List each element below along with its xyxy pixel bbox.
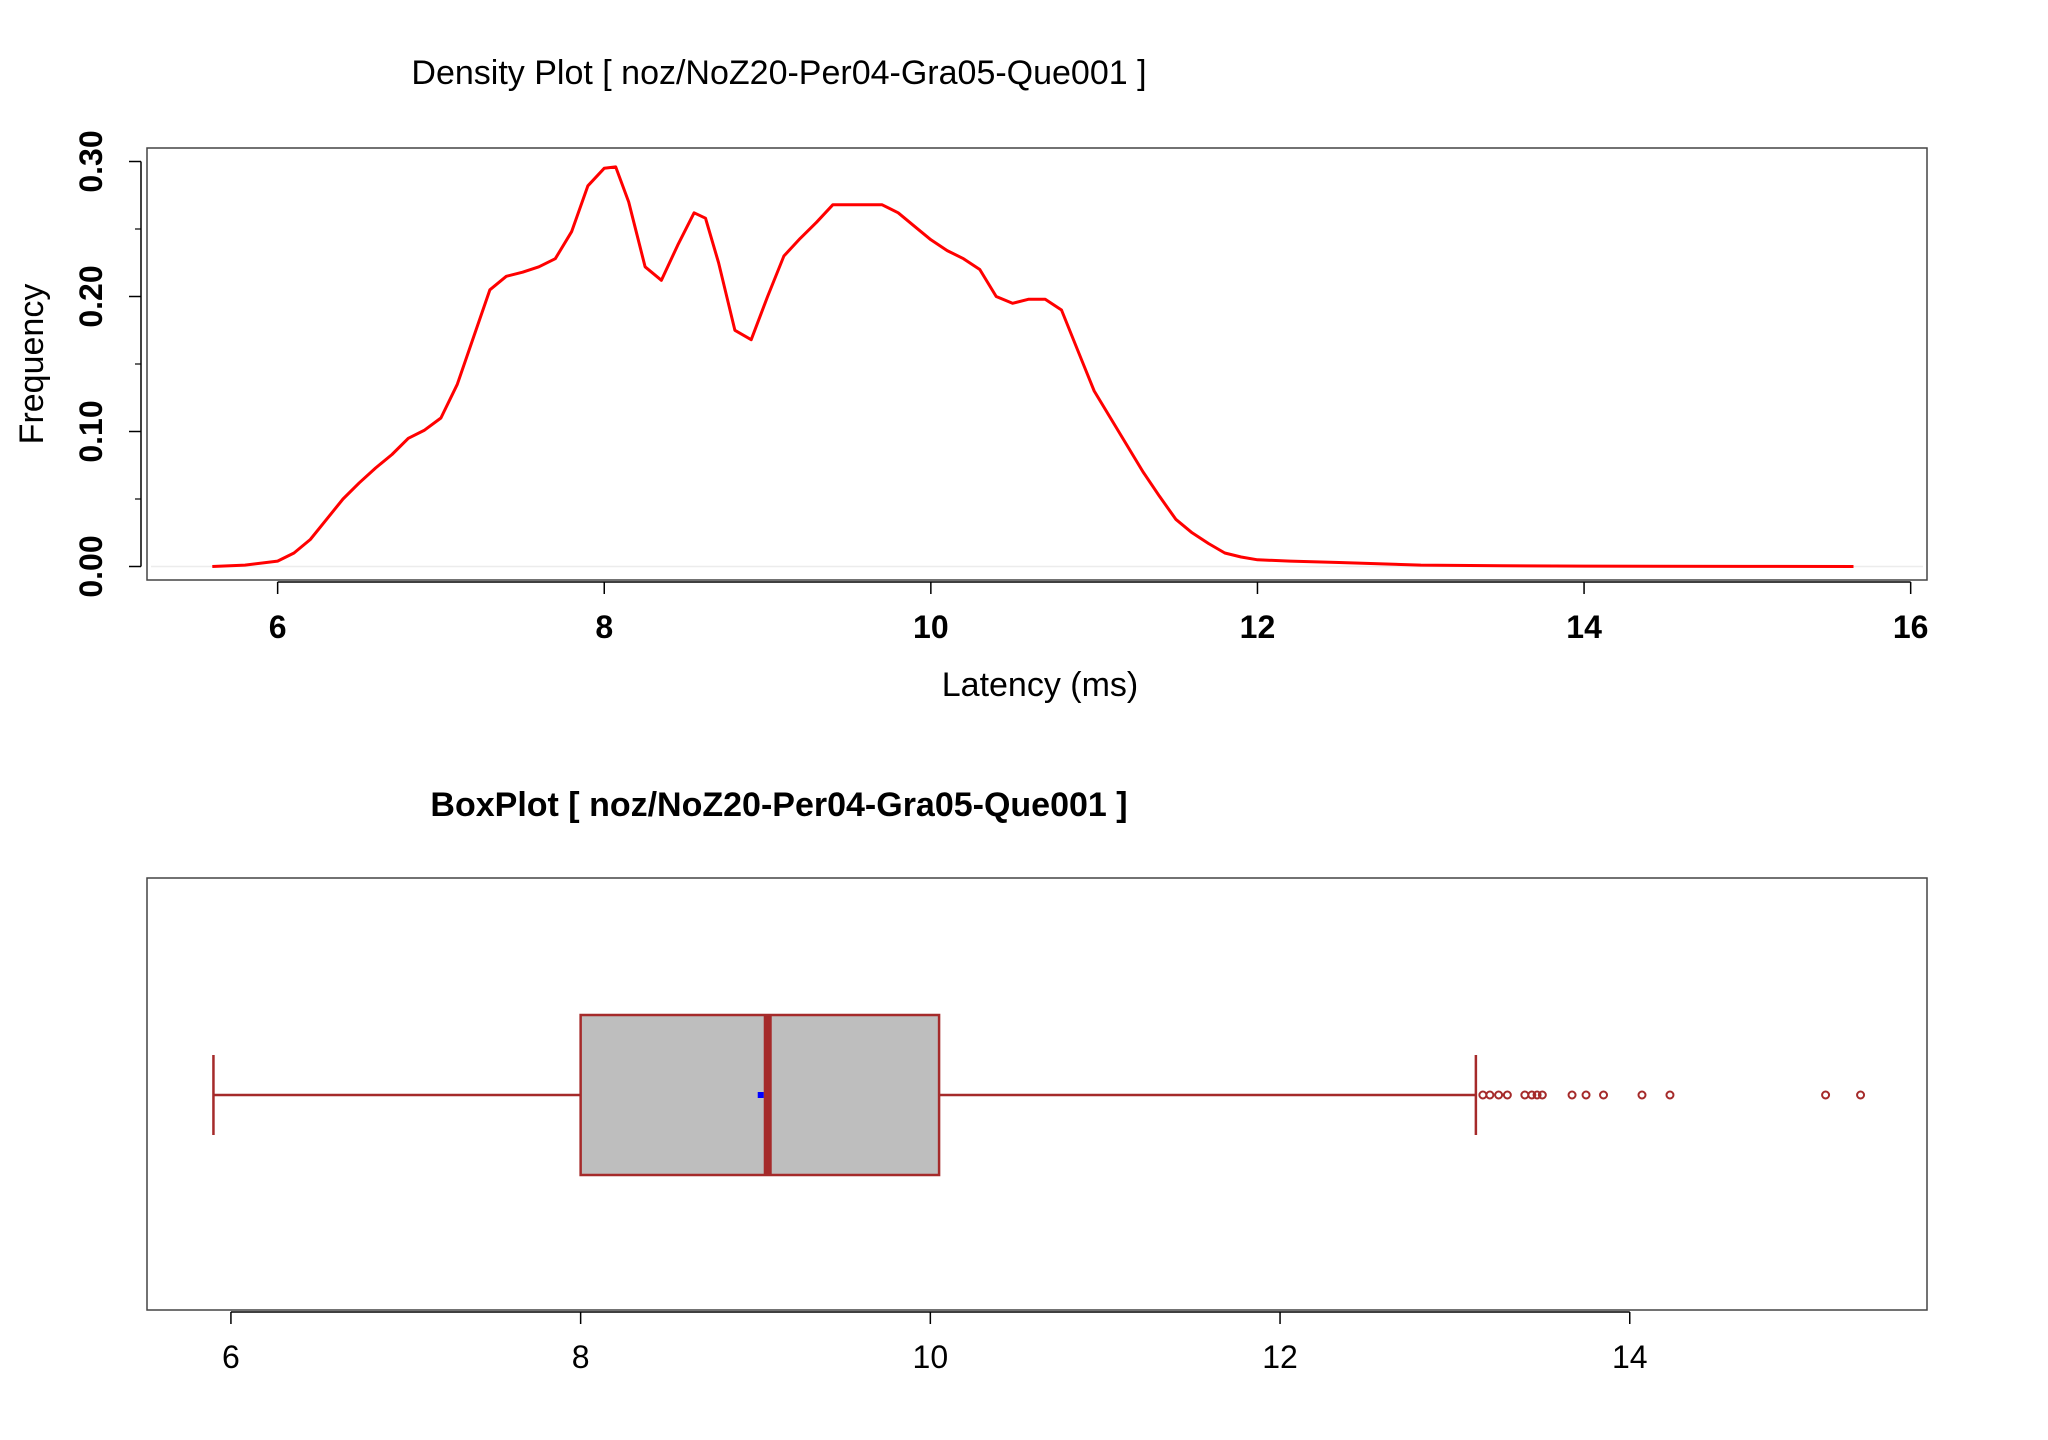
box-marks	[212, 1013, 1866, 1177]
outlier-point	[1532, 1090, 1542, 1100]
density-y-tick-label: 0.20	[73, 265, 109, 327]
outlier-point	[1527, 1090, 1537, 1100]
outlier-point	[1485, 1090, 1495, 1100]
box-frame	[146, 877, 1928, 1311]
outlier-point	[1856, 1090, 1866, 1100]
box-x-axis: 6 8 10 12 14	[222, 1311, 1648, 1375]
density-x-tick-label: 16	[1893, 609, 1929, 645]
outlier-point	[1821, 1090, 1831, 1100]
density-y-tick-label: 0.10	[73, 400, 109, 462]
outlier-point	[1581, 1090, 1591, 1100]
box-plot: BoxPlot [ noz/NoZ20-Per04-Gra05-Que001 ]…	[146, 786, 1928, 1375]
box-title: BoxPlot [ noz/NoZ20-Per04-Gra05-Que001 ]	[430, 786, 1127, 824]
outlier-point	[1502, 1090, 1512, 1100]
box-x-tick-label: 10	[913, 1339, 949, 1375]
density-y-tick-label: 0.30	[73, 130, 109, 192]
density-y-axis: 0.00 0.10 0.20 0.30	[73, 130, 142, 598]
box-x-tick-label: 12	[1262, 1339, 1298, 1375]
density-frame	[146, 147, 1928, 581]
outlier-point	[1637, 1090, 1647, 1100]
density-x-tick-label: 8	[595, 609, 613, 645]
density-curve	[212, 165, 1854, 568]
density-y-tick-label: 0.00	[73, 535, 109, 597]
outlier-point	[1478, 1090, 1488, 1100]
density-y-label: Frequency	[13, 284, 51, 445]
outlier-point	[1537, 1090, 1547, 1100]
outlier-point	[1567, 1090, 1577, 1100]
mean-marker	[757, 1092, 764, 1098]
outlier-point	[1520, 1090, 1530, 1100]
box-x-tick-label: 8	[572, 1339, 590, 1375]
outlier-point	[1494, 1090, 1504, 1100]
density-x-axis: 6 8 10 12 14 16	[269, 581, 1929, 645]
density-series	[151, 165, 1923, 568]
density-title: Density Plot [ noz/NoZ20-Per04-Gra05-Que…	[411, 54, 1146, 92]
outlier-point	[1665, 1090, 1675, 1100]
density-x-tick-label: 10	[913, 609, 949, 645]
box-x-tick-label: 14	[1612, 1339, 1648, 1375]
density-x-label: Latency (ms)	[942, 666, 1139, 704]
density-x-tick-label: 6	[269, 609, 287, 645]
density-plot: Density Plot [ noz/NoZ20-Per04-Gra05-Que…	[13, 54, 1928, 704]
box-x-tick-label: 6	[222, 1339, 240, 1375]
outlier-point	[1599, 1090, 1609, 1100]
density-x-tick-label: 14	[1566, 609, 1602, 645]
density-x-tick-label: 12	[1240, 609, 1276, 645]
